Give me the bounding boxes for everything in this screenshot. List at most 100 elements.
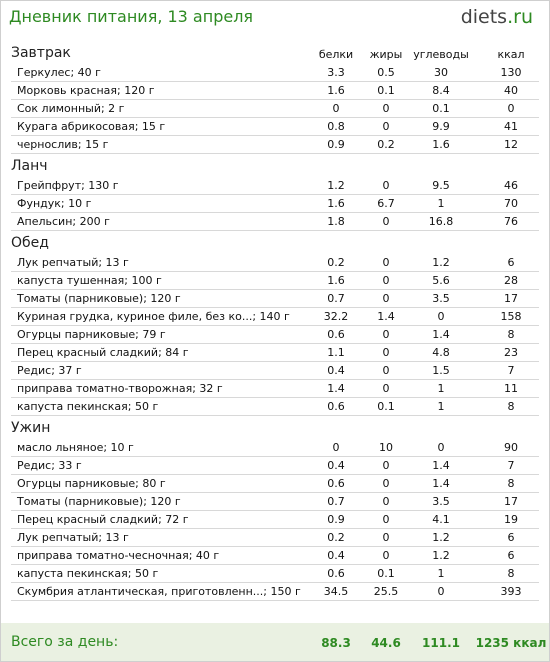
value-protein: 1.8 (327, 215, 345, 228)
food-name: Геркулес; 40 г (17, 66, 101, 79)
food-name: приправа томатно-творожная; 32 г (17, 382, 223, 395)
food-row[interactable]: Лук репчатый; 13 г 0.2 0 1.2 6 (1, 529, 549, 547)
food-name: Сок лимонный; 2 г (17, 102, 125, 115)
food-row[interactable]: Томаты (парниковые); 120 г 0.7 0 3.5 17 (1, 290, 549, 308)
row-divider (11, 230, 539, 231)
row-divider (11, 343, 539, 344)
value-protein: 1.4 (327, 382, 345, 395)
food-row[interactable]: приправа томатно-творожная; 32 г 1.4 0 1 11 (1, 380, 549, 398)
total-kcal: 1235 ккал (475, 636, 547, 650)
row-divider (11, 456, 539, 457)
food-name: Лук репчатый; 13 г (17, 531, 129, 544)
row-divider (11, 325, 539, 326)
value-fat: 0 (382, 102, 390, 115)
row-divider (11, 194, 539, 195)
food-row[interactable]: Лук репчатый; 13 г 0.2 0 1.2 6 (1, 254, 549, 272)
row-divider (11, 117, 539, 118)
value-kcal: 8 (507, 567, 515, 580)
food-row[interactable]: приправа томатно-чесночная; 40 г 0.4 0 1.2 6 (1, 547, 549, 565)
food-row[interactable]: Редис; 33 г 0.4 0 1.4 7 (1, 457, 549, 475)
food-row[interactable]: капуста тушенная; 100 г 1.6 0 5.6 28 (1, 272, 549, 290)
row-divider (11, 289, 539, 290)
food-row[interactable]: Сок лимонный; 2 г 0 0 0.1 0 (1, 100, 549, 118)
value-carbs: 1 (437, 400, 445, 413)
value-fat: 0 (382, 513, 390, 526)
value-protein: 1.1 (327, 346, 345, 359)
value-kcal: 0 (507, 102, 515, 115)
row-divider (11, 564, 539, 565)
food-row[interactable]: Курага абрикосовая; 15 г 0.8 0 9.9 41 (1, 118, 549, 136)
value-protein: 0.7 (327, 495, 345, 508)
section-title: Завтрак (11, 45, 71, 61)
food-row[interactable]: Геркулес; 40 г 3.3 0.5 30 130 (1, 64, 549, 82)
section-title: Ужин (11, 420, 51, 436)
value-protein: 0.4 (327, 364, 345, 377)
value-kcal: 6 (507, 531, 515, 544)
value-protein: 0.4 (327, 459, 345, 472)
row-divider (11, 582, 539, 583)
value-carbs: 9.9 (432, 120, 450, 133)
food-row[interactable]: Грейпфрут; 130 г 1.2 0 9.5 46 (1, 177, 549, 195)
food-row[interactable]: Перец красный сладкий; 84 г 1.1 0 4.8 23 (1, 344, 549, 362)
food-row[interactable]: Редис; 37 г 0.4 0 1.5 7 (1, 362, 549, 380)
row-divider (11, 153, 539, 154)
food-name: капуста пекинская; 50 г (17, 567, 159, 580)
food-name: Перец красный сладкий; 84 г (17, 346, 189, 359)
value-carbs: 1 (437, 567, 445, 580)
value-fat: 0 (382, 364, 390, 377)
value-carbs: 1.2 (432, 549, 450, 562)
value-protein: 0.2 (327, 256, 345, 269)
food-name: чернослив; 15 г (17, 138, 109, 151)
logo-main: diets (460, 6, 508, 28)
value-fat: 0 (382, 346, 390, 359)
value-carbs: 1.4 (432, 459, 450, 472)
value-carbs: 1.5 (432, 364, 450, 377)
food-row[interactable]: Морковь красная; 120 г 1.6 0.1 8.4 40 (1, 82, 549, 100)
food-row[interactable]: Куриная грудка, куриное филе, без ко...;… (1, 308, 549, 326)
value-protein: 0.6 (327, 328, 345, 341)
value-kcal: 6 (507, 549, 515, 562)
site-logo[interactable]: diets.ru (461, 6, 533, 28)
value-kcal: 130 (500, 66, 522, 79)
food-row[interactable]: капуста пекинская; 50 г 0.6 0.1 1 8 (1, 565, 549, 583)
value-protein: 0.6 (327, 567, 345, 580)
food-name: приправа томатно-чесночная; 40 г (17, 549, 220, 562)
food-name: Томаты (парниковые); 120 г (17, 495, 181, 508)
value-kcal: 8 (507, 477, 515, 490)
food-name: Огурцы парниковые; 79 г (17, 328, 166, 341)
value-kcal: 40 (504, 84, 518, 97)
food-name: Перец красный сладкий; 72 г (17, 513, 189, 526)
total-fat: 44.6 (371, 636, 401, 650)
value-fat: 0 (382, 531, 390, 544)
value-fat: 0 (382, 495, 390, 508)
food-row[interactable]: Огурцы парниковые; 79 г 0.6 0 1.4 8 (1, 326, 549, 344)
food-row[interactable]: чернослив; 15 г 0.9 0.2 1.6 12 (1, 136, 549, 154)
food-row[interactable]: Фундук; 10 г 1.6 6.7 1 70 (1, 195, 549, 213)
value-protein: 0 (332, 441, 340, 454)
value-fat: 0.2 (377, 138, 395, 151)
food-row[interactable]: Огурцы парниковые; 80 г 0.6 0 1.4 8 (1, 475, 549, 493)
row-divider (11, 361, 539, 362)
food-row[interactable]: масло льняное; 10 г 0 10 0 90 (1, 439, 549, 457)
value-kcal: 46 (504, 179, 518, 192)
food-name: Апельсин; 200 г (17, 215, 110, 228)
food-row[interactable]: капуста пекинская; 50 г 0.6 0.1 1 8 (1, 398, 549, 416)
total-label: Всего за день: (11, 634, 119, 650)
food-row[interactable]: Скумбрия атлантическая, приготовленн...;… (1, 583, 549, 601)
row-divider (11, 546, 539, 547)
value-carbs: 4.1 (432, 513, 450, 526)
value-carbs: 1.2 (432, 256, 450, 269)
value-protein: 32.2 (323, 310, 349, 323)
value-fat: 0.1 (377, 84, 395, 97)
food-row[interactable]: Томаты (парниковые); 120 г 0.7 0 3.5 17 (1, 493, 549, 511)
value-protein: 0 (332, 102, 340, 115)
value-fat: 0 (382, 274, 390, 287)
value-kcal: 8 (507, 328, 515, 341)
food-row[interactable]: Апельсин; 200 г 1.8 0 16.8 76 (1, 213, 549, 231)
food-name: Куриная грудка, куриное филе, без ко...;… (17, 310, 290, 323)
value-fat: 0 (382, 459, 390, 472)
food-name: Морковь красная; 120 г (17, 84, 155, 97)
value-protein: 0.7 (327, 292, 345, 305)
food-row[interactable]: Перец красный сладкий; 72 г 0.9 0 4.1 19 (1, 511, 549, 529)
